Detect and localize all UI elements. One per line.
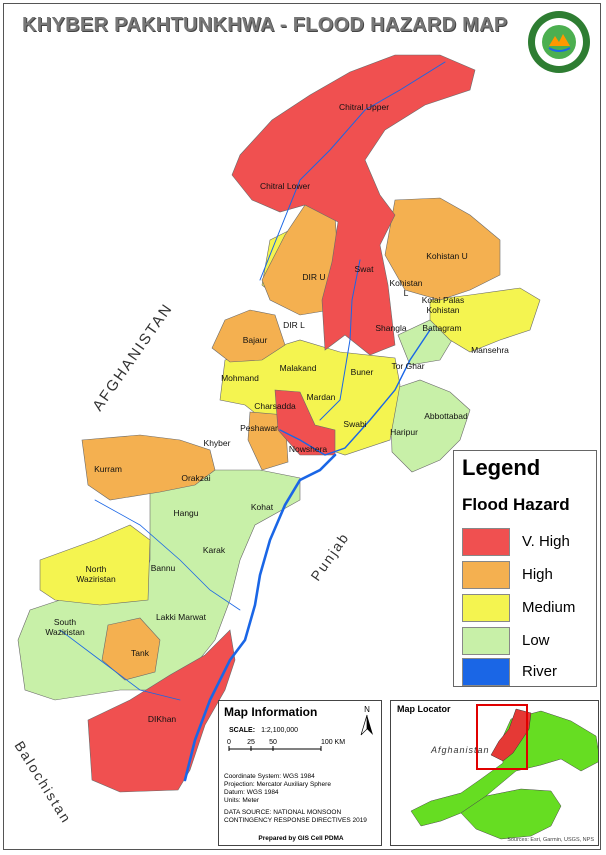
district-south-waziristan: South [54, 617, 76, 627]
hazard-very-high-areas [87, 54, 476, 793]
district-mansehra: Mansehra [471, 345, 509, 355]
scalebar-tick-25: 25 [247, 739, 255, 746]
map-info-title: Map Information [224, 705, 318, 719]
legend: Legend Flood Hazard V. High High Medium … [453, 450, 597, 687]
label-punjab: Punjab [307, 529, 352, 584]
legend-swatch [462, 528, 510, 556]
district-swabi: Swabi [343, 419, 366, 429]
legend-item-river: River [462, 658, 592, 686]
district-tank: Tank [131, 648, 150, 658]
legend-label: V. High [522, 533, 570, 550]
district-kohistan-l-2: L [404, 288, 409, 298]
units: Units: Meter [224, 797, 260, 804]
pdma-logo [528, 11, 590, 73]
legend-title: Legend [462, 455, 541, 480]
district-south-waziristan-2: Waziristan [45, 627, 85, 637]
district-battagram: Battagram [422, 323, 461, 333]
legend-swatch [462, 594, 510, 622]
legend-label: River [522, 663, 558, 680]
map-frame [3, 3, 601, 850]
map-information-panel: Map Information N SCALE: 1:2,100,000 0 25… [218, 700, 382, 846]
district-chitral-upper: Chitral Upper [339, 102, 389, 112]
scale-text: SCALE: 1:2,100,000 [229, 727, 298, 734]
label-balochistan: Balochistan [11, 738, 75, 827]
locator-map [391, 701, 598, 845]
district-dir-u: DIR U [302, 272, 325, 282]
district-bannu: Bannu [151, 563, 176, 573]
map-title: KHYBER PAKHTUNKHWA - FLOOD HAZARD MAP [22, 14, 508, 36]
district-kohistan-u: Kohistan U [426, 251, 468, 261]
district-hangu: Hangu [173, 508, 198, 518]
district-nowshera: Nowshera [289, 444, 328, 454]
legend-swatch [462, 658, 510, 686]
district-kohat: Kohat [251, 502, 274, 512]
district-lakki-marwat: Lakki Marwat [156, 612, 207, 622]
scalebar-tick-50: 50 [269, 739, 277, 746]
district-peshawar: Peshawar [240, 423, 278, 433]
scale-bar: 0 25 50 100 KM [227, 739, 345, 751]
datum: Datum: WGS 1984 [224, 789, 279, 796]
north-arrow-icon: N [360, 705, 373, 736]
hazard-high-areas [81, 197, 501, 681]
legend-swatch [462, 627, 510, 655]
district-karak: Karak [203, 545, 226, 555]
legend-item-medium: Medium [462, 594, 592, 622]
district-khyber: Khyber [204, 438, 231, 448]
district-mardan: Mardan [307, 392, 336, 402]
scale-label: SCALE: [229, 727, 256, 734]
district-tor-ghar: Tor Ghar [391, 361, 424, 371]
data-source-1: DATA SOURCE: NATIONAL MONSOON [224, 809, 342, 816]
district-dir-l: DIR L [283, 320, 305, 330]
district-dikhan: DIKhan [148, 714, 177, 724]
legend-label: Medium [522, 599, 576, 616]
rivers [59, 61, 446, 782]
label-afghanistan: AFGHANISTAN [89, 300, 176, 414]
legend-label: High [522, 566, 553, 583]
prepared-by: Prepared by GIS Cell PDMA [258, 835, 344, 842]
district-kolai-palas: Kolai Palas [422, 295, 465, 305]
district-haripur: Haripur [390, 427, 418, 437]
scalebar-tick-100: 100 KM [321, 739, 345, 746]
legend-item-v-high: V. High [462, 528, 592, 556]
scale-value: 1:2,100,000 [261, 727, 299, 734]
legend-item-high: High [462, 561, 592, 589]
district-chitral-lower: Chitral Lower [260, 181, 310, 191]
legend-subtitle: Flood Hazard [462, 495, 570, 514]
district-buner: Buner [351, 367, 374, 377]
district-kurram: Kurram [94, 464, 122, 474]
district-labels: Chitral Upper Chitral Lower DIR U DIR L … [45, 102, 509, 724]
legend-label: Low [522, 632, 550, 649]
coordinate-system: Coordinate System: WGS 1984 [224, 773, 315, 780]
district-orakzai: Orakzai [181, 473, 210, 483]
district-malakand: Malakand [280, 363, 317, 373]
district-north-waziristan-2: Waziristan [76, 574, 116, 584]
district-shangla: Shangla [375, 323, 406, 333]
legend-swatch [462, 561, 510, 589]
district-mohmand: Mohmand [221, 373, 259, 383]
locator-title: Map Locator [397, 704, 451, 714]
map-locator-panel: Map Locator Afghanistan Sources: Esri, G… [390, 700, 599, 846]
district-north-waziristan: North [86, 564, 107, 574]
locator-afghanistan-label: Afghanistan [431, 745, 490, 755]
data-source-2: CONTINGENCY RESPONSE DIRECTIVES 2019 [224, 817, 367, 824]
district-abbottabad: Abbottabad [424, 411, 468, 421]
district-bajaur: Bajaur [243, 335, 268, 345]
projection: Projection: Mercator Auxiliary Sphere [224, 781, 331, 788]
legend-item-low: Low [462, 627, 592, 655]
district-swat: Swat [355, 264, 375, 274]
hazard-low-areas [17, 319, 471, 701]
district-charsadda: Charsadda [254, 401, 296, 411]
locator-source: Sources: Esri, Garmin, USGS, NPS [507, 837, 594, 843]
district-kolai-palas-2: Kohistan [426, 305, 459, 315]
scalebar-tick-0: 0 [227, 739, 231, 746]
district-kohistan-l: Kohistan [389, 278, 422, 288]
north-label: N [364, 705, 370, 714]
